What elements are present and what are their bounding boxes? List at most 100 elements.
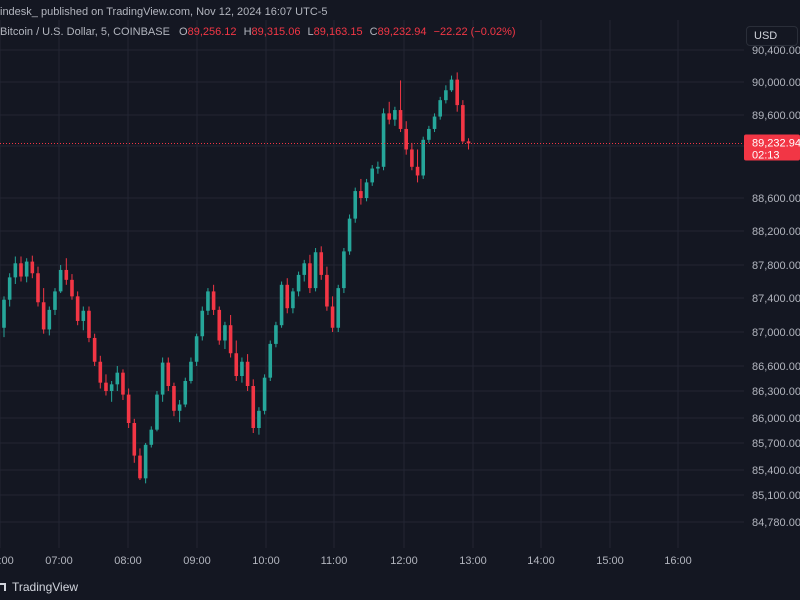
candle-body (172, 386, 176, 411)
candle-body (121, 372, 125, 395)
published-line: indesk_ published on TradingView.com, No… (0, 6, 328, 18)
candle-body (274, 325, 278, 344)
open-value: 89,256.12 (187, 26, 237, 38)
candle-body (330, 306, 335, 328)
candle (53, 288, 57, 315)
candle-body (279, 284, 284, 326)
candle-body (206, 291, 210, 311)
candle-body (262, 377, 267, 411)
currency-button[interactable]: USD (746, 26, 798, 46)
candle (87, 306, 91, 343)
candle (223, 321, 227, 349)
candle-body (336, 288, 341, 328)
candle (30, 255, 35, 279)
publish-header: indesk_ published on TradingView.com, No… (0, 0, 800, 24)
candle (36, 266, 40, 307)
candle (398, 80, 403, 133)
candle-body (92, 337, 97, 362)
candle-body (24, 261, 29, 277)
candle (104, 374, 108, 396)
time-tick-label: 12:00 (390, 555, 418, 567)
candle-body (268, 343, 273, 378)
candle-body (149, 429, 154, 445)
candle-body (98, 361, 103, 383)
time-axis[interactable]: 06:00 07:00 08:00 09:00 10:00 11:00 12:00 13:00… (0, 548, 744, 572)
candle (143, 443, 148, 484)
candle (47, 306, 52, 336)
price-axis[interactable]: 90,400.0090,000.0089,600.0089,200.0088,6… (744, 20, 800, 580)
candle-body (41, 302, 46, 330)
price-tick-label: 90,000.00 (752, 77, 800, 89)
price-tag-countdown: 02:13 (752, 149, 780, 161)
symbol-name[interactable]: Bitcoin / U.S. Dollar, 5, COINBASE (0, 26, 170, 38)
candle-body (189, 361, 193, 381)
candle (455, 72, 459, 112)
candle-body (404, 128, 409, 150)
candle (364, 178, 369, 202)
time-axis-bg (0, 548, 744, 572)
time-tick-label: 13:00 (459, 555, 487, 567)
tradingview-logo[interactable]: TradingView (0, 580, 78, 594)
candle-body (455, 79, 459, 106)
candle-body (245, 361, 250, 386)
candle-body (438, 100, 443, 117)
candle (359, 178, 363, 205)
candle (75, 291, 80, 326)
candle-body (200, 310, 205, 337)
candle-body (415, 166, 420, 176)
candle-body (296, 274, 301, 292)
candle (126, 388, 131, 428)
candle-body (81, 310, 86, 321)
time-tick-label: 14:00 (527, 555, 555, 567)
candle-body (58, 269, 63, 292)
price-tick-label: 85,400.00 (752, 465, 800, 477)
candle (251, 379, 256, 433)
price-tick-label: 85,700.00 (752, 438, 800, 450)
symbol-legend: Bitcoin / U.S. Dollar, 5, COINBASE O89,2… (0, 26, 740, 46)
candle (291, 288, 295, 314)
time-tick-label: 08:00 (114, 555, 142, 567)
candle (81, 306, 86, 331)
candle-body (302, 263, 307, 275)
price-tag-value: 89,232.94 (752, 137, 800, 149)
price-tick-label: 87,000.00 (752, 327, 800, 339)
candle (461, 100, 465, 143)
candle-body (240, 361, 244, 376)
close-value: 89,232.94 (377, 26, 427, 38)
candle-body (104, 382, 108, 391)
price-tick-label: 85,100.00 (752, 490, 800, 502)
candle-body (342, 251, 346, 289)
candle (245, 354, 250, 391)
price-tag-bg (744, 134, 800, 161)
candle (376, 161, 380, 174)
brand-name: TradingView (12, 580, 79, 594)
candle-body (432, 116, 437, 129)
price-axis-bg (744, 20, 800, 580)
price-tick-label: 84,780.00 (752, 517, 800, 529)
candle (274, 321, 278, 348)
candle-body (70, 279, 74, 297)
time-tick-label: 07:00 (45, 555, 73, 567)
candle (64, 258, 69, 285)
candle (347, 214, 352, 255)
candle (177, 400, 182, 423)
price-tick-label: 88,600.00 (752, 193, 800, 205)
candle-body (183, 381, 188, 405)
candle-body (353, 191, 358, 219)
candle-body (319, 252, 324, 275)
candle (302, 259, 307, 282)
candle-body (461, 105, 465, 142)
candle-body (19, 263, 23, 277)
candle (7, 273, 12, 307)
candle-body (132, 423, 137, 456)
candle (183, 377, 188, 408)
price-tick-label: 86,300.00 (752, 386, 800, 398)
candle (200, 306, 205, 341)
time-tick-label: 16:00 (664, 555, 692, 567)
candle (115, 366, 120, 391)
candle-body (30, 261, 35, 274)
candle (2, 296, 6, 338)
candle-body (64, 269, 69, 280)
candle-body (313, 252, 318, 289)
